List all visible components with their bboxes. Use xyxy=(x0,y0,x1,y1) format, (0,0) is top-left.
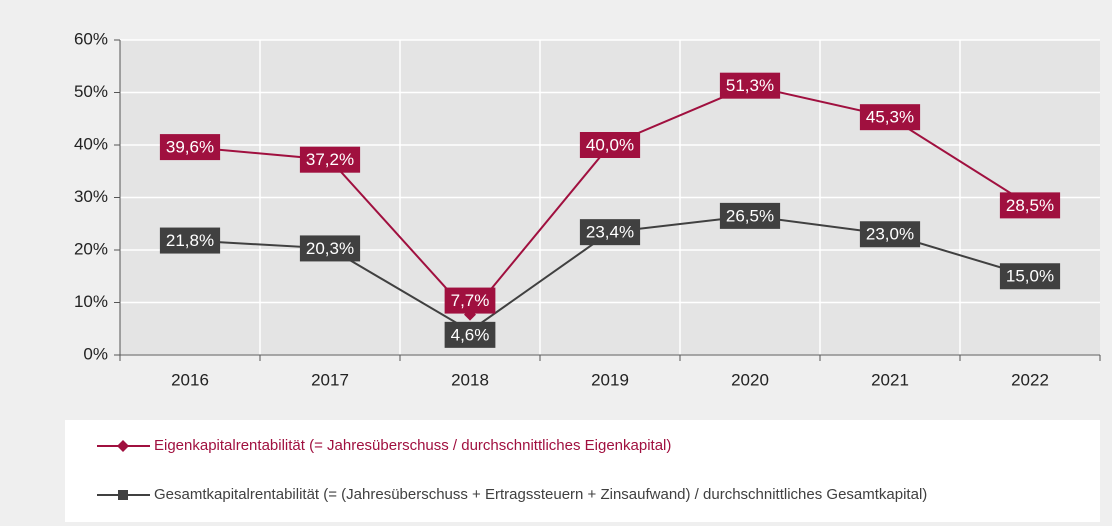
y-tick-label: 20% xyxy=(74,239,108,258)
value-label: 23,0% xyxy=(859,221,921,248)
value-label-text: 45,3% xyxy=(866,108,914,127)
value-label-text: 28,5% xyxy=(1006,196,1054,215)
value-label: 20,3% xyxy=(299,235,361,262)
legend-label: Gesamtkapitalrentabilität (= (Jahresüber… xyxy=(154,486,927,503)
value-label-text: 40,0% xyxy=(586,135,634,154)
value-label-box xyxy=(579,132,641,158)
value-label-text: 51,3% xyxy=(726,76,774,95)
x-tick-label: 2020 xyxy=(731,370,769,389)
value-label-box xyxy=(579,219,641,246)
x-tick-label: 2016 xyxy=(171,370,209,389)
value-label: 51,3% xyxy=(719,72,781,99)
y-tick-label: 0% xyxy=(83,344,108,363)
y-tick-label: 60% xyxy=(74,29,108,48)
y-tick-label: 10% xyxy=(74,292,108,311)
legend-marker xyxy=(117,440,129,452)
value-label: 15,0% xyxy=(999,263,1061,290)
value-label: 26,5% xyxy=(719,202,781,229)
value-label-box xyxy=(859,221,921,248)
value-label-text: 4,6% xyxy=(451,325,490,344)
value-label-text: 21,8% xyxy=(166,231,214,250)
value-label: 7,7% xyxy=(444,287,496,314)
value-label: 23,4% xyxy=(579,219,641,246)
value-label-text: 37,2% xyxy=(306,150,354,169)
x-tick-label: 2019 xyxy=(591,370,629,389)
y-tick-label: 30% xyxy=(74,187,108,206)
value-label: 45,3% xyxy=(859,104,921,131)
value-label-text: 39,6% xyxy=(166,138,214,157)
value-label: 39,6% xyxy=(159,134,221,161)
x-tick-label: 2018 xyxy=(451,370,489,389)
y-tick-label: 50% xyxy=(74,82,108,101)
value-label-box xyxy=(299,235,361,262)
value-label: 21,8% xyxy=(159,227,221,254)
y-tick-label: 40% xyxy=(74,134,108,153)
value-label-box xyxy=(719,202,781,229)
x-tick-label: 2021 xyxy=(871,370,909,389)
legend-marker xyxy=(118,490,128,500)
value-label-text: 26,5% xyxy=(726,206,774,225)
legend-label: Eigenkapitalrentabilität (= Jahresübersc… xyxy=(154,437,671,454)
value-label-text: 15,0% xyxy=(1006,267,1054,286)
value-label-box xyxy=(719,72,781,99)
value-label: 40,0% xyxy=(579,132,641,158)
value-label-text: 7,7% xyxy=(451,291,490,310)
value-label-box xyxy=(159,227,221,254)
value-label-text: 23,0% xyxy=(866,225,914,244)
value-label-box xyxy=(299,146,361,173)
value-label-box xyxy=(999,192,1061,219)
value-label-text: 20,3% xyxy=(306,239,354,258)
x-tick-label: 2017 xyxy=(311,370,349,389)
x-tick-label: 2022 xyxy=(1011,370,1049,389)
value-label: 4,6% xyxy=(444,321,496,348)
value-label-box xyxy=(444,321,496,348)
legend-box xyxy=(65,420,1100,522)
value-label-box xyxy=(999,263,1061,290)
value-label: 37,2% xyxy=(299,146,361,173)
value-label-box xyxy=(159,134,221,161)
value-label-box xyxy=(444,287,496,314)
value-label: 28,5% xyxy=(999,192,1061,219)
value-label-box xyxy=(859,104,921,131)
value-label-text: 23,4% xyxy=(586,223,634,242)
